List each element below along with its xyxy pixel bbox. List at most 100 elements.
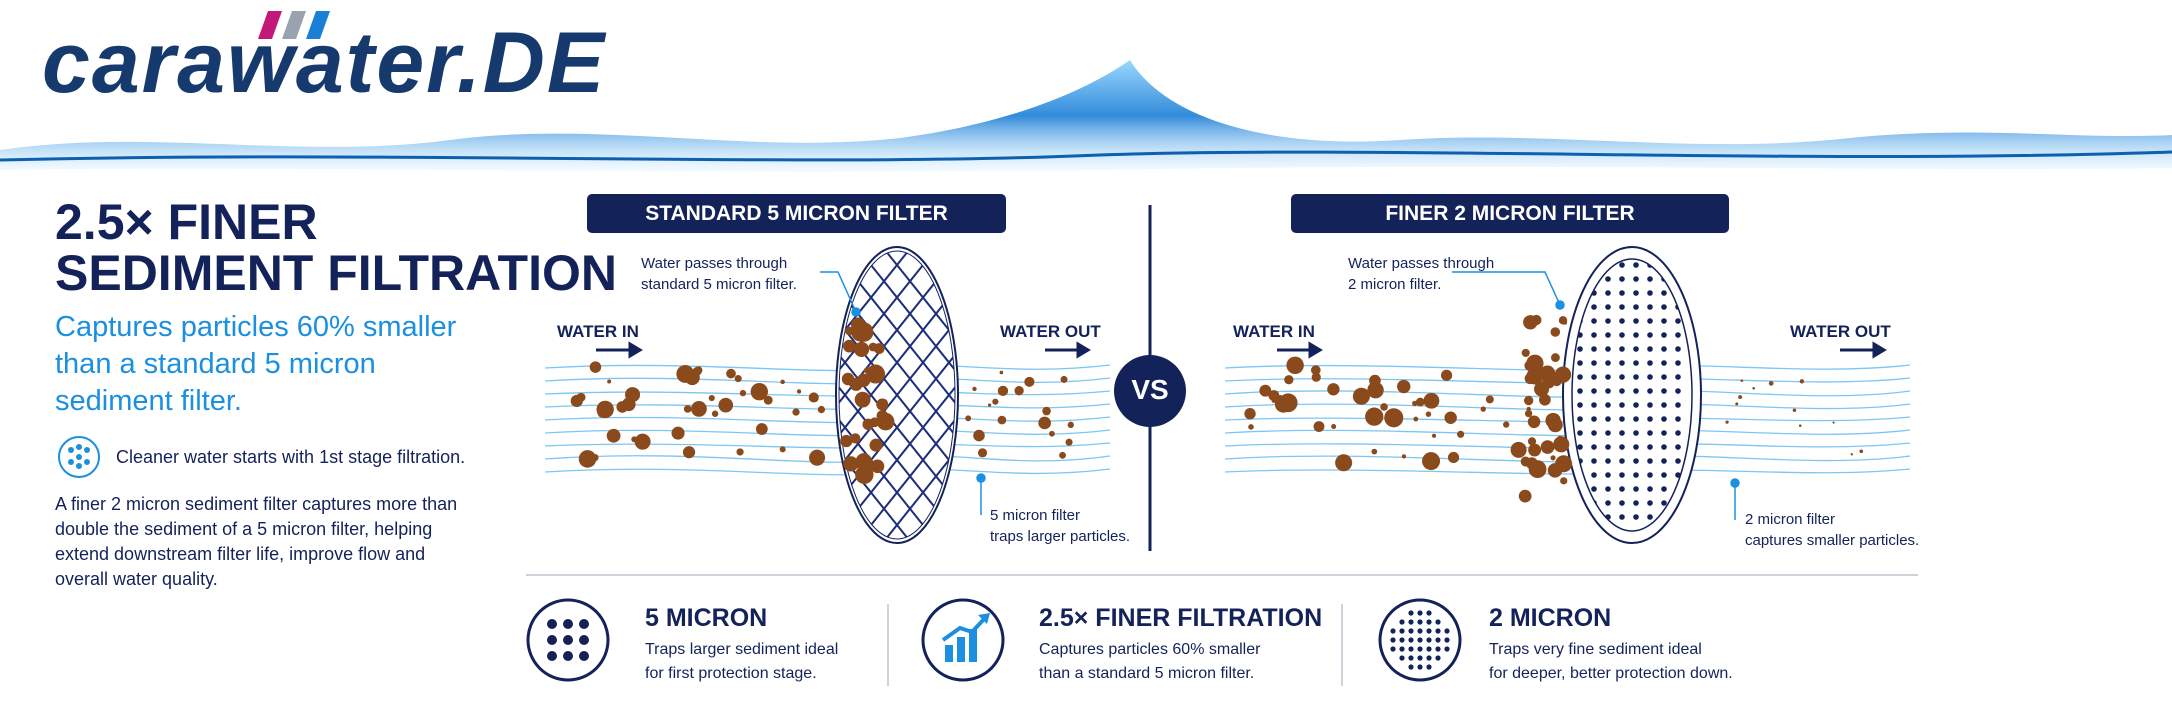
particle: [999, 370, 1004, 375]
mesh-dot: [1647, 458, 1653, 464]
particle: [739, 389, 747, 397]
particle: [779, 446, 786, 453]
particle: [1277, 394, 1284, 401]
particle: [845, 326, 854, 336]
subheadline: Captures particles 60% smaller: [55, 311, 457, 343]
vs-label: VS: [1131, 374, 1169, 405]
vs-badge: [1114, 355, 1186, 427]
mesh-dot: [1647, 346, 1653, 352]
particle: [1560, 477, 1568, 485]
particle: [1440, 369, 1453, 381]
particle: [1313, 421, 1325, 432]
mesh-dot: [1661, 290, 1667, 296]
icon-dot: [563, 651, 573, 661]
mesh-dot: [1675, 262, 1681, 268]
icon-dot: [1417, 646, 1423, 652]
icon-dot: [1399, 637, 1405, 643]
note: 2 micron filter: [1745, 511, 1836, 528]
particle: [866, 364, 886, 384]
particle: [1528, 460, 1547, 479]
mesh-dot: [1619, 304, 1625, 310]
mesh-dot: [1605, 416, 1611, 422]
particle: [736, 448, 744, 456]
mesh-dot: [1647, 332, 1653, 338]
mesh-dot: [1675, 472, 1681, 478]
icon-dot: [1444, 637, 1450, 643]
particle: [843, 456, 859, 472]
particle: [817, 405, 826, 414]
mesh-dot: [1633, 472, 1639, 478]
particle: [977, 448, 988, 458]
icon-dot: [1417, 637, 1423, 643]
mesh-dot: [1675, 388, 1681, 394]
logo: carawater.DE: [42, 15, 607, 111]
particle: [1738, 395, 1743, 400]
particle: [1423, 392, 1440, 409]
note: 5 micron filter: [990, 507, 1081, 524]
particle: [1735, 402, 1739, 406]
note: 2 micron filter.: [1348, 276, 1442, 293]
icon-dot: [1444, 628, 1450, 634]
feature-icon: [58, 436, 100, 478]
icon-dot: [1399, 628, 1405, 634]
mesh-dot: [1591, 444, 1597, 450]
mesh-dot: [1577, 514, 1583, 520]
mesh-dot: [1633, 374, 1639, 380]
particle: [682, 446, 696, 459]
icon-dot: [1417, 628, 1423, 634]
mesh-dot: [1647, 304, 1653, 310]
icon-dot: [1426, 610, 1432, 616]
particle: [1792, 408, 1797, 413]
particle: [1431, 433, 1437, 438]
particle: [792, 408, 800, 416]
mesh-dot: [1591, 430, 1597, 436]
icon-dot: [1426, 664, 1432, 670]
particle: [607, 379, 612, 384]
mesh-dot: [1591, 486, 1597, 492]
mesh-dot: [1661, 388, 1667, 394]
note: standard 5 micron filter.: [641, 276, 797, 293]
mesh-dot: [1619, 332, 1625, 338]
icon-dot: [1408, 628, 1414, 634]
icon-dot: [1399, 655, 1405, 661]
mesh-dot: [1675, 514, 1681, 520]
mesh-dot: [1633, 332, 1639, 338]
particle: [1859, 449, 1864, 454]
particle: [671, 426, 685, 440]
mesh-dot: [1619, 444, 1625, 450]
mesh-dot: [1661, 402, 1667, 408]
mesh-dot: [1619, 388, 1625, 394]
flow-line: [544, 364, 1111, 372]
body-text: overall water quality.: [55, 569, 218, 589]
particle: [1067, 421, 1074, 428]
mesh-dot: [1591, 346, 1597, 352]
headline: 2.5× FINER: [55, 194, 318, 250]
mesh-dot: [1633, 388, 1639, 394]
particle: [1065, 438, 1073, 446]
mesh-dot: [1605, 430, 1611, 436]
icon-dot: [579, 635, 589, 645]
particle: [863, 367, 871, 374]
particle: [691, 401, 707, 417]
particle: [992, 398, 999, 405]
mesh-line: [854, 251, 955, 539]
particle: [1480, 406, 1486, 412]
mesh-dot: [1647, 276, 1653, 282]
icon-dot: [579, 619, 589, 629]
particle: [1527, 415, 1541, 429]
summary-icons: [526, 598, 1462, 682]
callouts: [820, 271, 1740, 520]
mesh-dot: [1591, 402, 1597, 408]
particle: [849, 377, 863, 391]
logo-stripes: [258, 11, 330, 39]
particle: [869, 438, 883, 452]
mesh-dot: [1619, 318, 1625, 324]
mesh-dot: [1675, 430, 1681, 436]
mesh-dot: [1675, 318, 1681, 324]
mesh-dot: [1605, 402, 1611, 408]
particle: [1740, 379, 1744, 382]
icon-dot: [1408, 610, 1414, 616]
particle: [1367, 381, 1384, 399]
particle: [862, 418, 874, 431]
mesh-dot: [1605, 472, 1611, 478]
